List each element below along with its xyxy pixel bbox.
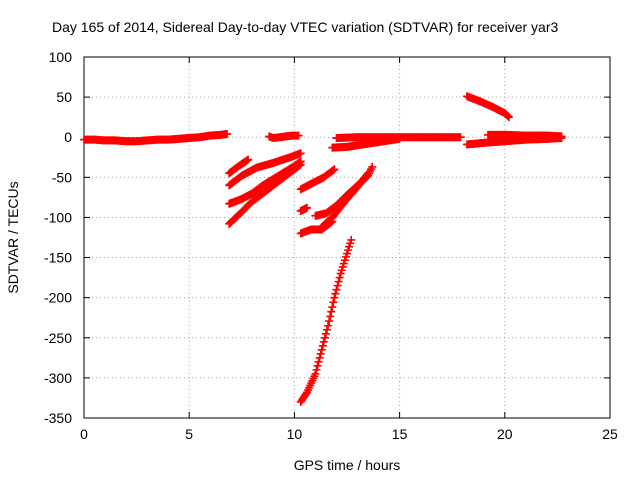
data-point	[325, 317, 334, 326]
y-tick-label: -300	[44, 370, 72, 386]
data-point	[318, 341, 327, 350]
y-tick-label: -50	[52, 169, 72, 185]
y-tick-label: -100	[44, 209, 72, 225]
data-point	[321, 329, 330, 338]
x-tick-label: 15	[392, 426, 408, 442]
y-tick-label: 100	[49, 49, 73, 65]
data-point	[331, 289, 340, 298]
data-point	[333, 281, 342, 290]
data-segment	[225, 155, 253, 178]
data-point	[330, 165, 339, 174]
data-segment	[483, 130, 566, 141]
data-point	[456, 133, 465, 142]
x-tick-label: 0	[80, 426, 88, 442]
data-point	[296, 160, 305, 169]
data-segment	[80, 130, 232, 146]
y-tick-label: -350	[44, 410, 72, 426]
data-point	[327, 307, 336, 316]
data-segment	[225, 160, 305, 228]
data-point	[362, 170, 371, 179]
data-point	[330, 293, 339, 302]
y-tick-label: 0	[64, 129, 72, 145]
data-points	[80, 92, 566, 406]
y-tick-label: -250	[44, 330, 72, 346]
data-segment	[225, 149, 305, 190]
data-segment	[265, 131, 303, 143]
x-tick-label: 10	[287, 426, 303, 442]
chart-title: Day 165 of 2014, Sidereal Day-to-day VTE…	[52, 19, 558, 35]
data-point	[315, 353, 324, 362]
x-tick-label: 25	[602, 426, 618, 442]
x-tick-label: 20	[497, 426, 513, 442]
data-point	[319, 337, 328, 346]
data-point	[347, 235, 356, 244]
data-point	[329, 166, 338, 175]
data-point	[364, 169, 373, 178]
data-point	[294, 131, 303, 140]
data-segment	[317, 169, 373, 232]
data-point	[368, 162, 377, 171]
y-axis-label: SDTVAR / TECUs	[5, 181, 21, 293]
data-point	[324, 321, 333, 330]
data-point	[223, 130, 232, 139]
data-point	[329, 298, 338, 307]
data-point	[503, 112, 512, 121]
data-point	[314, 357, 323, 366]
data-point	[303, 203, 312, 212]
data-point	[328, 303, 337, 312]
data-point	[334, 277, 343, 286]
data-point	[317, 345, 326, 354]
data-point	[320, 333, 329, 342]
data-point	[332, 285, 341, 294]
data-segment	[296, 235, 356, 406]
data-point	[335, 273, 344, 282]
data-point	[311, 369, 320, 378]
data-point	[312, 365, 321, 374]
data-point	[323, 325, 332, 334]
data-point	[326, 312, 335, 321]
y-tick-label: -200	[44, 290, 72, 306]
data-point	[295, 161, 304, 170]
data-segment	[296, 165, 339, 194]
axis-ticks: 0 5 10 15 20 25 -350 -300 -250 -200 -150 -100 -50 0 50…	[44, 49, 618, 442]
data-segment	[462, 92, 514, 122]
plot-frame	[83, 56, 611, 419]
data-point	[313, 361, 322, 370]
data-point	[505, 113, 514, 122]
grid-lines	[84, 57, 610, 418]
y-tick-label: 50	[56, 89, 72, 105]
data-point	[296, 149, 305, 158]
x-tick-label: 5	[185, 426, 193, 442]
data-point	[316, 349, 325, 358]
x-axis-label: GPS time / hours	[294, 457, 401, 473]
y-tick-label: -150	[44, 250, 72, 266]
data-point	[557, 132, 566, 141]
data-point	[244, 155, 253, 164]
data-point	[395, 134, 404, 143]
data-segment	[328, 134, 404, 152]
data-segment	[296, 203, 312, 216]
